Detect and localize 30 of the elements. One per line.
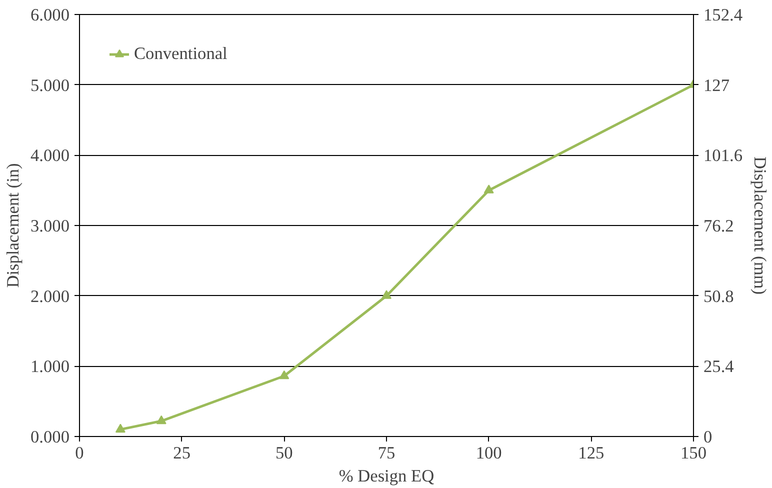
y2-tick-label: 127 — [704, 76, 730, 95]
y-tick-label: 6.000 — [30, 6, 70, 24]
point — [279, 370, 290, 380]
point — [382, 290, 392, 299]
y2-tick-label: 0 — [704, 428, 712, 446]
x-axis-title: % Design EQ — [338, 466, 435, 486]
y2-tick-label: 50.8 — [704, 286, 734, 306]
y2-tick-label: 25.4 — [704, 357, 734, 376]
y-tick-label: 3.000 — [30, 216, 70, 236]
y2-tick-label: 101.6 — [704, 146, 743, 166]
y-tick-label: 2.000 — [30, 286, 70, 306]
x-tick-label: 75 — [378, 444, 396, 462]
x-tick-label: 25 — [173, 444, 190, 462]
legend-label: Conventional — [134, 44, 228, 64]
y2-tick-label: 152.4 — [704, 6, 743, 24]
y-tick-label: 5.000 — [30, 76, 70, 95]
x-tick-label: 0 — [75, 444, 84, 462]
point — [115, 424, 126, 433]
point — [484, 184, 494, 194]
y-axis-title: Displacement (in) — [4, 162, 23, 288]
y-tick-label: 4.000 — [30, 146, 70, 166]
x-tick-label: 125 — [578, 444, 604, 462]
y2-axis-title: Displacement (mm) — [750, 156, 770, 295]
x-tick-label: 100 — [476, 444, 502, 462]
point — [156, 415, 166, 424]
y-tick-label: 0.000 — [30, 428, 70, 446]
y2-tick-label: 76.2 — [704, 216, 734, 236]
x-tick-label: 50 — [276, 444, 293, 462]
x-tick-label: 150 — [680, 444, 707, 462]
y-tick-label: 1.000 — [30, 357, 70, 376]
